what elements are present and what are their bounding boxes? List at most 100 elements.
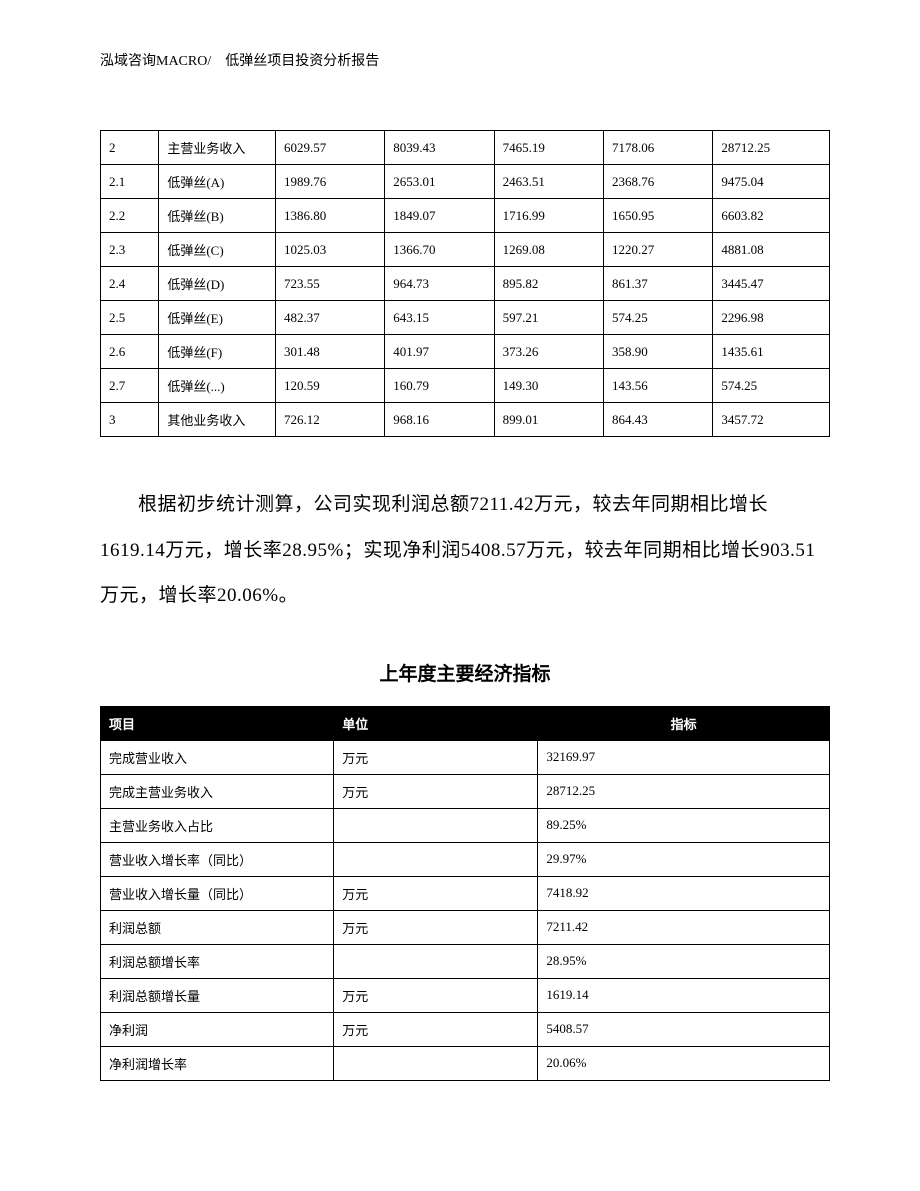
table-cell: 28712.25 [713,131,830,165]
table-cell: 373.26 [494,335,603,369]
table-cell: 4881.08 [713,233,830,267]
table-cell: 401.97 [385,335,494,369]
column-header-indicator: 指标 [538,706,830,740]
table-cell: 3457.72 [713,403,830,437]
table-cell: 723.55 [275,267,384,301]
table-cell: 万元 [334,876,538,910]
table-row: 利润总额万元7211.42 [101,910,830,944]
table-cell: 28712.25 [538,774,830,808]
table-cell: 597.21 [494,301,603,335]
table-cell: 643.15 [385,301,494,335]
table-row: 完成营业收入万元32169.97 [101,740,830,774]
table-cell: 143.56 [603,369,712,403]
table-cell: 301.48 [275,335,384,369]
table-cell: 7465.19 [494,131,603,165]
table-cell: 6603.82 [713,199,830,233]
table-row: 2.1低弹丝(A)1989.762653.012463.512368.76947… [101,165,830,199]
table-row: 净利润增长率 20.06% [101,1046,830,1080]
table-cell: 2.1 [101,165,159,199]
page-header: 泓域咨询MACRO/ 低弹丝项目投资分析报告 [100,50,830,70]
table-cell: 899.01 [494,403,603,437]
table-cell: 完成营业收入 [101,740,334,774]
table-cell: 万元 [334,740,538,774]
table-cell: 149.30 [494,369,603,403]
table-cell: 万元 [334,774,538,808]
table-cell [334,842,538,876]
table-row: 2主营业务收入6029.578039.437465.197178.0628712… [101,131,830,165]
table-cell: 7211.42 [538,910,830,944]
table-cell: 1025.03 [275,233,384,267]
table-cell: 2463.51 [494,165,603,199]
table-cell: 2296.98 [713,301,830,335]
table-cell: 2.6 [101,335,159,369]
table-row: 利润总额增长量万元1619.14 [101,978,830,1012]
table-cell: 1849.07 [385,199,494,233]
table-cell: 20.06% [538,1046,830,1080]
table-cell: 利润总额增长量 [101,978,334,1012]
table-cell: 净利润增长率 [101,1046,334,1080]
table-row: 营业收入增长率（同比）29.97% [101,842,830,876]
table-cell: 861.37 [603,267,712,301]
table-cell [334,944,538,978]
table-row: 2.4低弹丝(D)723.55964.73895.82861.373445.47 [101,267,830,301]
table-cell: 利润总额 [101,910,334,944]
table-cell: 万元 [334,1012,538,1046]
table-cell: 2 [101,131,159,165]
table-row: 2.2低弹丝(B)1386.801849.071716.991650.95660… [101,199,830,233]
table-cell: 1716.99 [494,199,603,233]
table-cell: 1435.61 [713,335,830,369]
table-cell: 120.59 [275,369,384,403]
table-row: 2.3低弹丝(C)1025.031366.701269.081220.27488… [101,233,830,267]
table-cell: 1650.95 [603,199,712,233]
table-cell [334,1046,538,1080]
table-row: 2.7低弹丝(...)120.59160.79149.30143.56574.2… [101,369,830,403]
revenue-table: 2主营业务收入6029.578039.437465.197178.0628712… [100,130,830,437]
column-header-project: 项目 [101,706,334,740]
indicators-table-body: 完成营业收入万元32169.97完成主营业务收入万元28712.25主营业务收入… [101,740,830,1080]
table-cell: 7418.92 [538,876,830,910]
table-cell: 2368.76 [603,165,712,199]
table-cell: 主营业务收入占比 [101,808,334,842]
table-cell: 1619.14 [538,978,830,1012]
table-row: 净利润万元5408.57 [101,1012,830,1046]
table-cell: 2.7 [101,369,159,403]
table-cell: 2.2 [101,199,159,233]
table-cell: 964.73 [385,267,494,301]
revenue-table-body: 2主营业务收入6029.578039.437465.197178.0628712… [101,131,830,437]
table-cell: 完成主营业务收入 [101,774,334,808]
column-header-unit: 单位 [334,706,538,740]
table-row: 营业收入增长量（同比）万元7418.92 [101,876,830,910]
table-cell: 主营业务收入 [159,131,276,165]
table-cell: 358.90 [603,335,712,369]
summary-paragraph: 根据初步统计测算，公司实现利润总额7211.42万元，较去年同期相比增长1619… [100,482,830,619]
table-cell: 968.16 [385,403,494,437]
table-cell: 5408.57 [538,1012,830,1046]
table-cell: 895.82 [494,267,603,301]
table-cell: 574.25 [713,369,830,403]
indicators-table-head: 项目 单位 指标 [101,706,830,740]
table-row: 3其他业务收入726.12968.16899.01864.433457.72 [101,403,830,437]
table-cell: 3445.47 [713,267,830,301]
table-cell: 28.95% [538,944,830,978]
table-cell: 3 [101,403,159,437]
table-cell: 7178.06 [603,131,712,165]
table-cell: 160.79 [385,369,494,403]
table-cell [334,808,538,842]
table-cell: 2.5 [101,301,159,335]
table-row: 2.6低弹丝(F)301.48401.97373.26358.901435.61 [101,335,830,369]
table-row: 主营业务收入占比89.25% [101,808,830,842]
table-cell: 低弹丝(E) [159,301,276,335]
table-cell: 1366.70 [385,233,494,267]
table-cell: 营业收入增长量（同比） [101,876,334,910]
table-cell: 1269.08 [494,233,603,267]
table-cell: 利润总额增长率 [101,944,334,978]
indicators-table: 项目 单位 指标 完成营业收入万元32169.97完成主营业务收入万元28712… [100,706,830,1081]
table-cell: 2.3 [101,233,159,267]
table-cell: 864.43 [603,403,712,437]
table-cell: 万元 [334,910,538,944]
table-cell: 低弹丝(C) [159,233,276,267]
table-cell: 低弹丝(...) [159,369,276,403]
table-cell: 低弹丝(B) [159,199,276,233]
table-cell: 482.37 [275,301,384,335]
table-header-row: 项目 单位 指标 [101,706,830,740]
